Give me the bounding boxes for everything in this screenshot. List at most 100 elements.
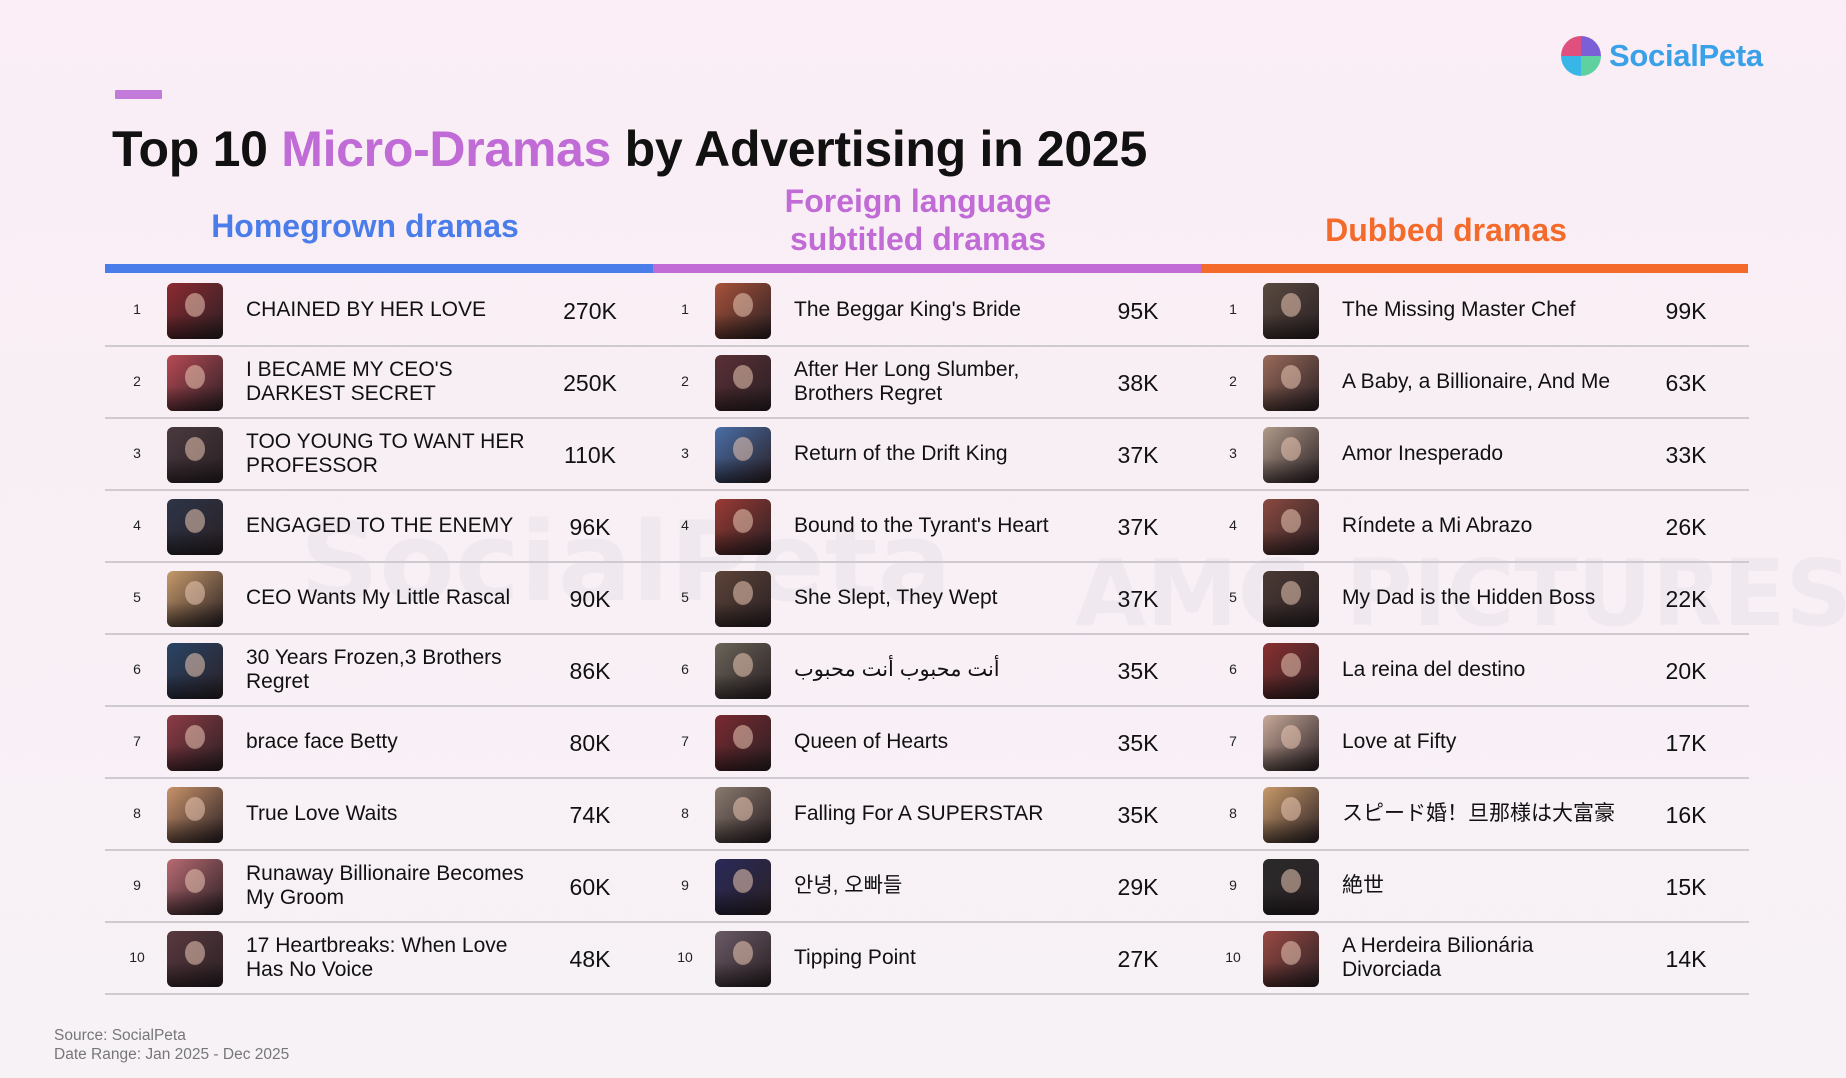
drama-title-text: Love at Fifty [1342, 730, 1457, 753]
ad-value: 74K [569, 802, 611, 828]
drama-title-text: I BECAME MY CEO'S DARKEST SECRET [246, 358, 453, 405]
rank-number: 6 [133, 661, 141, 677]
ad-value: 38K [1117, 370, 1159, 396]
drama-title-text: My Dad is the Hidden Boss [1342, 586, 1596, 609]
rank-number: 8 [133, 805, 141, 821]
drama-title: True Love Waits [246, 779, 536, 849]
drama-poster-thumbnail [167, 715, 223, 771]
table-row: 2 A Baby, a Billionaire, And Me 63K [1201, 347, 1749, 419]
table-row: 1 CHAINED BY HER LOVE 270K [105, 275, 653, 347]
drama-title: 17 Heartbreaks: When Love Has No Voice [246, 923, 536, 993]
rank-number: 9 [133, 877, 141, 893]
table-row: 7 Queen of Hearts 35K [653, 707, 1201, 779]
rank-number: 2 [133, 373, 141, 389]
drama-title: أنت محبوب أنت محبوب [794, 635, 1084, 705]
drama-title: Runaway Billionaire Becomes My Groom [246, 851, 536, 921]
drama-poster-thumbnail [1263, 283, 1319, 339]
drama-title: CHAINED BY HER LOVE [246, 275, 536, 345]
table-row: 6 30 Years Frozen,3 Brothers Regret 86K [105, 635, 653, 707]
table-row: 8 True Love Waits 74K [105, 779, 653, 851]
title-highlight: Micro-Dramas [281, 121, 612, 177]
drama-title-text: brace face Betty [246, 730, 398, 753]
drama-title-text: Falling For A SUPERSTAR [794, 802, 1044, 825]
rank-number: 5 [681, 589, 689, 605]
header-dubbed-line-1: Dubbed dramas [1325, 212, 1567, 248]
table-row: 9 絶世 15K [1201, 851, 1749, 923]
drama-poster-thumbnail [167, 283, 223, 339]
drama-poster-thumbnail [167, 427, 223, 483]
table-row: 5 My Dad is the Hidden Boss 22K [1201, 563, 1749, 635]
drama-poster-thumbnail [715, 715, 771, 771]
table-row: 10 A Herdeira Bilionária Divorciada 14K [1201, 923, 1749, 995]
ad-value: 20K [1665, 658, 1707, 684]
drama-title: ENGAGED TO THE ENEMY [246, 491, 536, 561]
rank-number: 4 [1229, 517, 1237, 533]
rank-number: 10 [1225, 949, 1241, 965]
drama-title: Falling For A SUPERSTAR [794, 779, 1084, 849]
header-homegrown: Homegrown dramas [105, 207, 625, 245]
header-foreign-line-2: subtitled dramas [789, 221, 1047, 257]
drama-title: The Beggar King's Bride [794, 275, 1084, 345]
drama-poster-thumbnail [1263, 499, 1319, 555]
rank-number: 10 [677, 949, 693, 965]
drama-title: Queen of Hearts [794, 707, 1084, 777]
drama-title: A Baby, a Billionaire, And Me [1342, 347, 1632, 417]
rank-number: 7 [133, 733, 141, 749]
ad-value: 35K [1117, 658, 1159, 684]
ad-value: 29K [1117, 874, 1159, 900]
ad-value: 270K [563, 298, 617, 324]
drama-poster-thumbnail [167, 571, 223, 627]
rank-number: 6 [681, 661, 689, 677]
drama-poster-thumbnail [167, 499, 223, 555]
table-row: 1 The Beggar King's Bride 95K [653, 275, 1201, 347]
ad-value: 99K [1665, 298, 1707, 324]
drama-title: Love at Fifty [1342, 707, 1632, 777]
page-title: Top 10 Micro-Dramas by Advertising in 20… [112, 120, 1147, 178]
rank-number: 9 [681, 877, 689, 893]
logo-text: SocialPeta [1609, 38, 1763, 73]
rank-number: 4 [133, 517, 141, 533]
socialpeta-logo-icon [1561, 36, 1601, 76]
drama-title-text: The Beggar King's Bride [794, 298, 1021, 321]
table-row: 5 She Slept, They Wept 37K [653, 563, 1201, 635]
rank-number: 8 [681, 805, 689, 821]
ad-value: 22K [1665, 586, 1707, 612]
footer-source: Source: SocialPeta [54, 1027, 186, 1044]
table-row: 7 Love at Fifty 17K [1201, 707, 1749, 779]
drama-title: Amor Inesperado [1342, 419, 1632, 489]
table-row: 2 I BECAME MY CEO'S DARKEST SECRET 250K [105, 347, 653, 419]
drama-poster-thumbnail [715, 643, 771, 699]
drama-title: 30 Years Frozen,3 Brothers Regret [246, 635, 536, 705]
table-row: 5 CEO Wants My Little Rascal 90K [105, 563, 653, 635]
drama-title-text: 30 Years Frozen,3 Brothers Regret [246, 646, 502, 693]
drama-poster-thumbnail [715, 859, 771, 915]
footer-date-range: Date Range: Jan 2025 - Dec 2025 [54, 1046, 290, 1063]
rank-number: 10 [129, 949, 145, 965]
drama-poster-thumbnail [1263, 427, 1319, 483]
ad-value: 37K [1117, 514, 1159, 540]
drama-title: TOO YOUNG TO WANT HER PROFESSOR [246, 419, 536, 489]
rank-number: 3 [681, 445, 689, 461]
drama-poster-thumbnail [1263, 571, 1319, 627]
drama-title-text: A Herdeira Bilionária Divorciada [1342, 934, 1534, 981]
drama-poster-thumbnail [715, 355, 771, 411]
drama-title-text: CEO Wants My Little Rascal [246, 586, 511, 609]
drama-poster-thumbnail [167, 859, 223, 915]
table-row: 9 Runaway Billionaire Becomes My Groom 60K [105, 851, 653, 923]
rank-number: 3 [133, 445, 141, 461]
rank-number: 8 [1229, 805, 1237, 821]
table-row: 10 Tipping Point 27K [653, 923, 1201, 995]
rank-number: 7 [681, 733, 689, 749]
ad-value: 80K [569, 730, 611, 756]
drama-poster-thumbnail [1263, 931, 1319, 987]
title-part-2: by Advertising in 2025 [611, 121, 1148, 177]
ad-value: 16K [1665, 802, 1707, 828]
drama-title-text: Bound to the Tyrant's Heart [794, 514, 1049, 537]
table-row: 9 안녕, 오빠들 29K [653, 851, 1201, 923]
header-dubbed: Dubbed dramas [1200, 211, 1692, 249]
rank-number: 4 [681, 517, 689, 533]
ad-value: 63K [1665, 370, 1707, 396]
rank-number: 6 [1229, 661, 1237, 677]
ad-value: 37K [1117, 442, 1159, 468]
rank-number: 7 [1229, 733, 1237, 749]
